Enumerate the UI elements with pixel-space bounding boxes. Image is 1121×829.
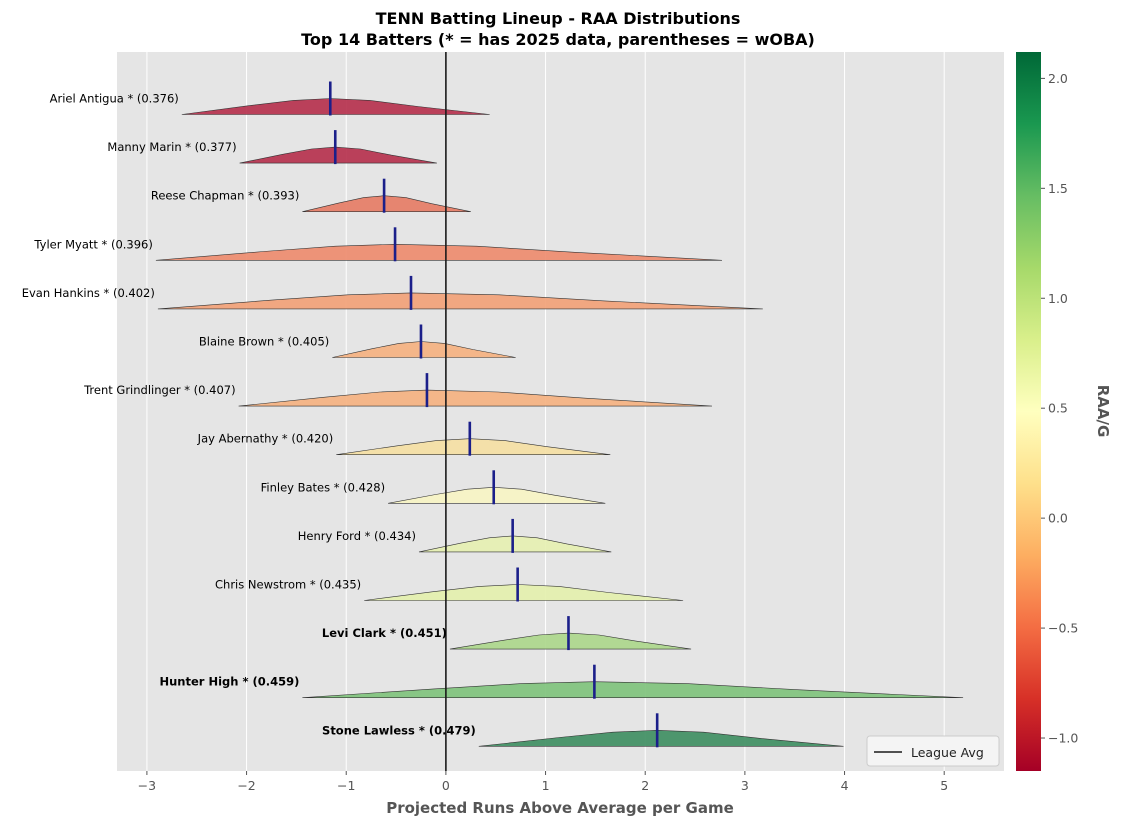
colorbar-tick-label: 2.0 xyxy=(1048,71,1068,86)
violin-manny-marin xyxy=(239,146,437,164)
batter-label: Tyler Myatt * (0.396) xyxy=(33,237,152,251)
colorbar-tick-label: −0.5 xyxy=(1048,621,1078,636)
violin-blaine-brown xyxy=(332,341,516,358)
violin-levi-clark xyxy=(449,632,692,650)
violin-tyler-myatt xyxy=(155,243,723,261)
colorbar-tick-label: 1.0 xyxy=(1048,291,1068,306)
batter-labels: Ariel Antigua * (0.376) Manny Marin * (0.… xyxy=(22,92,476,738)
colorbar-tick-label: 0.5 xyxy=(1048,401,1068,416)
legend: League Avg xyxy=(866,735,1000,767)
x-tick-label: −3 xyxy=(138,778,156,793)
x-tick-label: −2 xyxy=(237,778,255,793)
plot-area xyxy=(117,52,1004,771)
violin-henry-ford xyxy=(418,535,612,553)
violins xyxy=(155,81,964,748)
chart-title: TENN Batting Lineup - RAA Distributions xyxy=(376,9,741,28)
colorbar-tick-label: 1.5 xyxy=(1048,181,1068,196)
x-tick-label: 5 xyxy=(940,778,948,793)
x-tick-label: 1 xyxy=(542,778,550,793)
violin-finley-bates xyxy=(388,486,606,504)
colorbar xyxy=(1016,52,1041,771)
violin-hunter-high xyxy=(302,681,964,698)
x-tick-label: 0 xyxy=(442,778,450,793)
batter-label: Jay Abernathy * (0.420) xyxy=(197,432,334,446)
batter-label: Manny Marin * (0.377) xyxy=(107,140,236,154)
batter-label: Chris Newstrom * (0.435) xyxy=(215,578,361,592)
x-tick-label: −1 xyxy=(337,778,355,793)
violin-trent-grindlinger xyxy=(238,389,713,407)
colorbar-ticks: −1.0 −0.5 0.0 0.5 1.0 1.5 2.0 xyxy=(1041,71,1078,746)
batter-label: Evan Hankins * (0.402) xyxy=(22,286,155,300)
batter-label: Henry Ford * (0.434) xyxy=(298,529,416,543)
colorbar-label: RAA/G xyxy=(1094,385,1112,438)
batter-label: Reese Chapman * (0.393) xyxy=(151,189,300,203)
x-tick-label: 4 xyxy=(841,778,849,793)
violin-jay-abernathy xyxy=(336,438,611,455)
violin-chris-newstrom xyxy=(364,584,684,601)
batter-label: Ariel Antigua * (0.376) xyxy=(50,92,179,106)
x-tick-label: 2 xyxy=(641,778,649,793)
x-axis-ticks: −3 −2 −1 0 1 2 3 4 5 xyxy=(138,771,948,793)
chart-subtitle: Top 14 Batters (* = has 2025 data, paren… xyxy=(301,30,815,49)
legend-label: League Avg xyxy=(911,745,984,760)
x-tick-label: 3 xyxy=(741,778,749,793)
violin-reese-chapman xyxy=(302,195,471,212)
violin-evan-hankins xyxy=(157,292,763,310)
colorbar-tick-label: 0.0 xyxy=(1048,511,1068,526)
batter-label: Finley Bates * (0.428) xyxy=(261,480,385,494)
colorbar-tick-label: −1.0 xyxy=(1048,731,1078,746)
legend-box xyxy=(866,735,1000,767)
batter-label: Blaine Brown * (0.405) xyxy=(199,335,329,349)
violin-stone-lawless xyxy=(478,729,844,747)
batter-label: Levi Clark * (0.451) xyxy=(322,626,447,640)
violin-ariel-antigua xyxy=(181,98,490,115)
batter-label: Trent Grindlinger * (0.407) xyxy=(83,383,236,397)
batter-label: Stone Lawless * (0.479) xyxy=(322,723,476,737)
x-axis-label: Projected Runs Above Average per Game xyxy=(386,799,734,817)
batter-label: Hunter High * (0.459) xyxy=(159,675,299,689)
